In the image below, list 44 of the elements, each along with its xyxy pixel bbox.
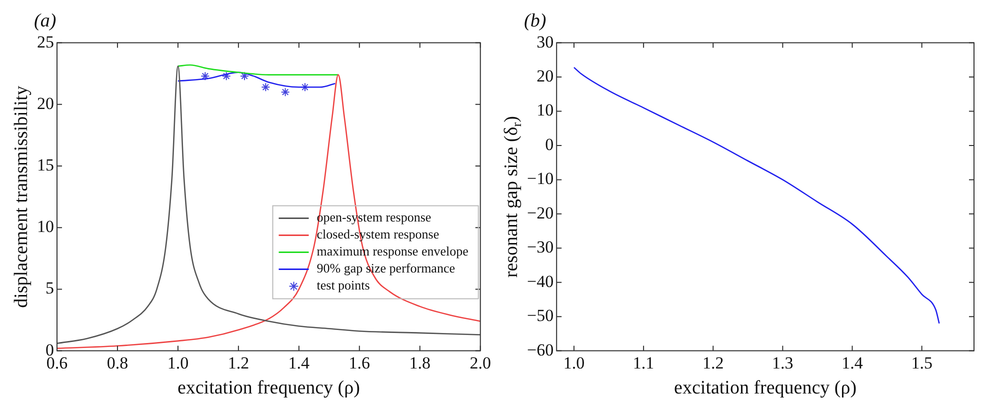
y-tick-label: 15 bbox=[37, 155, 54, 174]
x-tick-label: 1.0 bbox=[563, 353, 585, 372]
y-tick-label: −40 bbox=[526, 272, 554, 291]
chart-title: (b) bbox=[524, 10, 546, 32]
point bbox=[280, 88, 290, 97]
x-axis-title: excitation frequency (ρ) bbox=[177, 378, 360, 399]
y-tick-label: 30 bbox=[536, 32, 554, 52]
point bbox=[200, 72, 210, 81]
line-series bbox=[177, 72, 336, 88]
x-tick-label: 1.8 bbox=[409, 353, 431, 372]
y-tick-label: −30 bbox=[526, 238, 554, 257]
chart-title: (a) bbox=[34, 10, 56, 32]
point bbox=[261, 82, 270, 92]
x-tick-label: 0.8 bbox=[106, 353, 128, 372]
line-series bbox=[573, 66, 940, 324]
x-tick-label: 1.1 bbox=[632, 353, 654, 372]
legend-label: test points bbox=[316, 278, 370, 293]
x-tick-label: 1.0 bbox=[167, 353, 189, 372]
point bbox=[300, 82, 310, 92]
line-series bbox=[177, 64, 339, 76]
x-tick-label: 1.2 bbox=[228, 353, 250, 372]
x-tick-label: 1.5 bbox=[911, 353, 932, 372]
x-tick-label: 1.4 bbox=[842, 353, 864, 372]
x-tick-label: 1.4 bbox=[288, 353, 310, 372]
point bbox=[240, 72, 249, 81]
y-axis-title: displacement transmissibility bbox=[10, 85, 32, 308]
y-tick-label: −20 bbox=[526, 203, 554, 222]
y-tick-label: 20 bbox=[37, 94, 54, 113]
point bbox=[222, 72, 231, 81]
y-tick-label: −60 bbox=[526, 340, 554, 360]
x-tick-label: 1.2 bbox=[702, 353, 724, 372]
y-tick-label: 0 bbox=[545, 134, 554, 154]
x-tick-label: 2.0 bbox=[470, 353, 491, 372]
x-tick-label: 1.3 bbox=[772, 353, 794, 372]
y-axis-title: resonant gap size (δr) bbox=[500, 116, 524, 278]
y-tick-label: 10 bbox=[536, 100, 554, 120]
y-tick-label: 5 bbox=[46, 278, 54, 298]
x-tick-label: 1.6 bbox=[348, 353, 370, 372]
x-axis-title: excitation frequency (ρ) bbox=[674, 378, 857, 399]
y-tick-label: 25 bbox=[37, 32, 54, 52]
y-tick-label: 20 bbox=[536, 66, 554, 86]
y-tick-label: −10 bbox=[526, 169, 554, 188]
y-tick-label: 10 bbox=[37, 217, 54, 236]
y-tick-label: −50 bbox=[526, 306, 554, 326]
